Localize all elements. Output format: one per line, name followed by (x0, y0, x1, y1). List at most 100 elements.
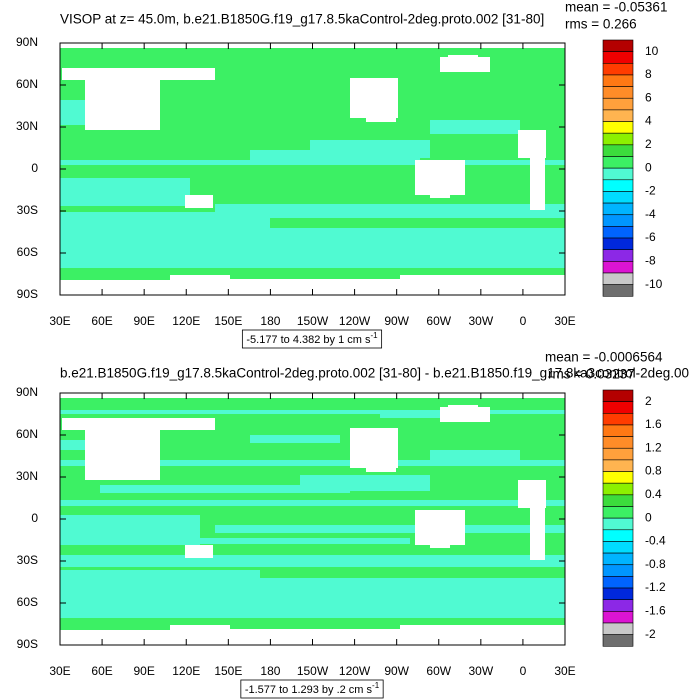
colorbar-box (602, 506, 634, 519)
colorbar-box (602, 272, 634, 285)
colorbar-box (602, 156, 634, 169)
colorbar-box (602, 249, 634, 262)
colorbar-box (602, 261, 634, 274)
colorbar-box (602, 564, 634, 577)
colorbar-box (602, 74, 634, 87)
map-land (185, 195, 213, 208)
info-text-sup: -1 (371, 331, 379, 340)
colorbar-box (602, 482, 634, 496)
mean-label: mean = -0.0006564 (545, 350, 663, 365)
colorbar-label: 0 (645, 510, 652, 524)
colorbar-box (602, 634, 634, 647)
colorbar-label: -8 (645, 254, 656, 268)
map-green (230, 275, 400, 279)
info-text-main: -1.577 to 1.293 by .2 cm s (245, 684, 373, 696)
map-land (185, 545, 213, 558)
map-cyan (60, 515, 200, 545)
y-tick-label: 90S (17, 637, 38, 651)
info-box (241, 329, 383, 349)
x-tick-label: 60W (426, 664, 451, 678)
map-cyan (60, 410, 565, 414)
y-tick-label: 90N (16, 385, 38, 399)
map-green (60, 625, 170, 630)
info-text-sup: -1 (372, 681, 380, 690)
map-land (62, 68, 214, 80)
colorbar-label: 8 (645, 67, 652, 81)
x-tick-label: 30W (468, 664, 493, 678)
colorbar-box (602, 447, 634, 461)
x-tick-label: 150W (297, 664, 329, 678)
map-cyan (60, 460, 565, 466)
y-tick-label: 60N (16, 77, 38, 91)
colorbar-label: -1.2 (645, 580, 666, 594)
y-tick-label: 60N (16, 427, 38, 441)
x-tick-label: 150E (214, 314, 242, 328)
map-cyan (60, 440, 100, 450)
x-tick-label: 0 (520, 314, 527, 328)
info-box (240, 679, 384, 699)
map-land (415, 160, 465, 195)
colorbar-box (602, 459, 634, 472)
map-land (440, 407, 490, 422)
rms-label: rms = 0.266 (565, 17, 637, 32)
colorbar-box (602, 552, 634, 566)
map-cyan (60, 178, 190, 206)
colorbar-box (602, 51, 634, 64)
map-cyan (100, 485, 350, 493)
map-land (448, 405, 478, 410)
colorbar-box (602, 389, 634, 402)
colorbar-box (602, 401, 634, 414)
colorbar-label: -2 (645, 627, 656, 641)
chart-title: VISOP at z= 45.0m, b.e21.B1850G.f19_g17.… (60, 12, 544, 27)
x-tick-label: 150W (297, 314, 329, 328)
map-land (430, 190, 450, 198)
colorbar-box (602, 599, 634, 612)
colorbar-box (602, 576, 634, 589)
colorbar-label: 2 (645, 394, 652, 408)
colorbar-box (602, 121, 634, 134)
colorbar-box (602, 62, 634, 76)
map-cyan (200, 538, 410, 544)
map-land (210, 418, 215, 430)
map-land (366, 112, 396, 122)
map-cyan (60, 590, 565, 604)
map-land (518, 130, 546, 158)
mean-label: mean = -0.05361 (565, 0, 667, 15)
colorbar-box (602, 109, 634, 122)
map-land (430, 540, 450, 548)
colorbar-label: -0.4 (645, 534, 666, 548)
x-tick-label: 120E (172, 664, 200, 678)
colorbar-box (602, 471, 634, 484)
colorbar-label: 10 (645, 44, 659, 58)
map-green (60, 275, 170, 280)
y-tick-label: 60S (17, 245, 38, 259)
y-tick-label: 60S (17, 595, 38, 609)
map-cyan (430, 450, 520, 460)
map-land (85, 80, 160, 130)
x-tick-label: 90E (133, 664, 154, 678)
map-green (230, 625, 400, 629)
map-land (210, 68, 215, 80)
map-land (62, 418, 214, 430)
y-tick-label: 30N (16, 119, 38, 133)
colorbar-box (602, 541, 634, 554)
x-tick-label: 30E (49, 314, 70, 328)
map-cyan (380, 410, 440, 418)
y-tick-label: 0 (31, 161, 38, 175)
y-tick-label: 90S (17, 287, 38, 301)
map-cyan (60, 100, 85, 125)
colorbar-label: 1.6 (645, 417, 662, 431)
colorbar-box (602, 202, 634, 216)
y-tick-label: 30S (17, 553, 38, 567)
colorbar-label: 0 (645, 160, 652, 174)
y-tick-label: 30S (17, 203, 38, 217)
x-tick-label: 120E (172, 314, 200, 328)
y-tick-label: 30N (16, 469, 38, 483)
map-land (415, 510, 465, 545)
colorbar-label: 6 (645, 90, 652, 104)
x-tick-label: 30E (554, 664, 575, 678)
x-tick-label: 120W (339, 664, 371, 678)
colorbar-box (602, 132, 634, 146)
colorbar-label: -4 (645, 207, 656, 221)
map-cyan (60, 160, 565, 165)
